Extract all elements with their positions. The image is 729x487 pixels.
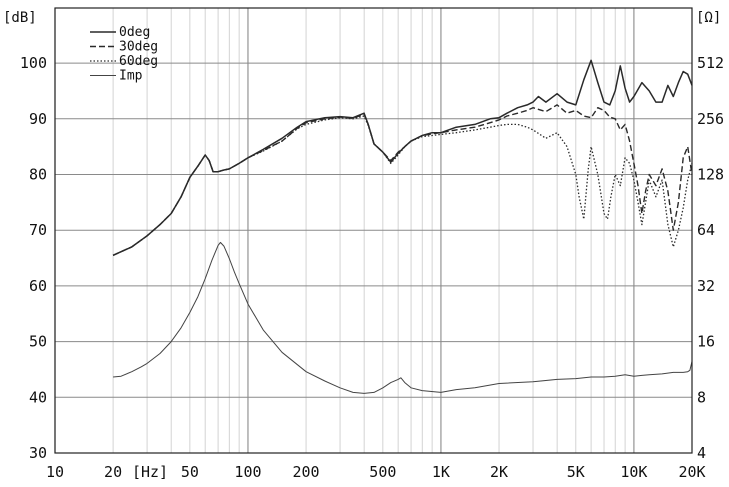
y-right-tick-label: 8 bbox=[697, 388, 706, 406]
y-left-tick-label: 50 bbox=[29, 333, 47, 351]
x-tick-label: 100 bbox=[234, 463, 261, 481]
series-line-30deg bbox=[112, 104, 693, 256]
plot-frame bbox=[54, 7, 693, 454]
legend-label: 0deg bbox=[119, 25, 150, 40]
grid bbox=[54, 8, 693, 453]
y-left-tick-label: 90 bbox=[29, 110, 47, 128]
x-tick-label: 1K bbox=[432, 463, 450, 481]
y-right-tick-label: 32 bbox=[697, 277, 715, 295]
y-right-tick-label: 64 bbox=[697, 221, 715, 239]
y-left-tick-label: 40 bbox=[29, 388, 47, 406]
y-right-tick-label: 256 bbox=[697, 110, 724, 128]
y-right-unit-label: [Ω] bbox=[696, 10, 721, 26]
y-left-tick-label: 80 bbox=[29, 166, 47, 184]
y-left-tick-label: 100 bbox=[20, 54, 47, 72]
x-tick-label: 10K bbox=[620, 463, 647, 481]
x-tick-label: 2K bbox=[490, 463, 508, 481]
x-tick-label: 200 bbox=[293, 463, 320, 481]
y-left-tick-label: 30 bbox=[29, 444, 47, 462]
x-tick-label: 10 bbox=[46, 463, 64, 481]
y-right-tick-label: 128 bbox=[697, 166, 724, 184]
y-left-tick-label: 60 bbox=[29, 277, 47, 295]
y-right-tick-label: 16 bbox=[697, 333, 715, 351]
series-line-imp bbox=[113, 241, 693, 394]
series-layer bbox=[112, 59, 693, 394]
axis-labels: [dB] [Ω] [Hz] 10 20 50 100 200 500 1K 2K 5K 10K 20… bbox=[3, 10, 724, 481]
legend-label: 60deg bbox=[119, 54, 158, 69]
series-line-60deg bbox=[112, 115, 693, 256]
x-tick-label: 20K bbox=[678, 463, 705, 481]
y-right-tick-label: 512 bbox=[697, 54, 724, 72]
legend-label: Imp bbox=[119, 69, 143, 84]
x-tick-label: 20 bbox=[104, 463, 122, 481]
y-right-tick-label: 4 bbox=[697, 444, 706, 462]
x-unit-label: [Hz] bbox=[132, 463, 168, 481]
x-tick-label: 500 bbox=[369, 463, 396, 481]
x-tick-label: 5K bbox=[567, 463, 585, 481]
legend-label: 30deg bbox=[119, 40, 158, 55]
x-tick-label: 50 bbox=[181, 463, 199, 481]
y-left-tick-label: 70 bbox=[29, 221, 47, 239]
series-line-0deg bbox=[112, 59, 693, 256]
y-left-unit-label: [dB] bbox=[3, 10, 37, 26]
